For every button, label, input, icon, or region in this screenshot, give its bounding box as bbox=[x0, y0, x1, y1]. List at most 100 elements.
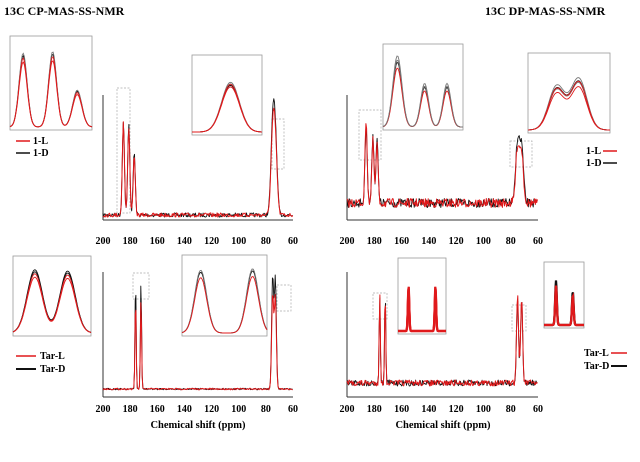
cp-tar-inset-traces bbox=[12, 269, 92, 333]
cp-1-inset-ch-trace bbox=[192, 86, 262, 133]
dp-tar-tick-label: 200 bbox=[340, 404, 355, 415]
cp-1-tick-label: 60 bbox=[288, 236, 298, 247]
legend-label-1-D: 1-D bbox=[33, 148, 49, 159]
dp-tar-inset-ch-trace bbox=[544, 290, 584, 327]
cp-1-peak-box bbox=[271, 118, 285, 170]
dp-1-inset-ch-traces bbox=[528, 77, 611, 131]
cp-tar-tick-label: 140 bbox=[177, 404, 192, 415]
dp-1-inset-carbonyl bbox=[382, 43, 464, 131]
cp-tar-tick-label: 80 bbox=[261, 404, 271, 415]
dp-tar-inset-ch bbox=[543, 261, 585, 329]
dp-tar-tick-label: 160 bbox=[394, 404, 409, 415]
dp-tar-plot: 200 180 160 140 120 100 80 60 bbox=[340, 292, 543, 415]
cp-1-tick-label: 80 bbox=[261, 236, 271, 247]
cp-1-tick-label: 180 bbox=[123, 236, 138, 247]
legend-label-1-L: 1-L bbox=[586, 146, 601, 157]
dp-tar-legend: Tar-L Tar-D bbox=[584, 348, 627, 372]
cp-tar-tick-label: 160 bbox=[150, 404, 165, 415]
dp-tar-inset-carbonyl bbox=[397, 257, 447, 335]
cp-1-tick-label: 200 bbox=[96, 236, 111, 247]
dp-tar-series-Tar-L bbox=[346, 294, 538, 387]
cp-1-tick-label: 140 bbox=[177, 236, 192, 247]
cp-tar-tick-label: 200 bbox=[96, 404, 111, 415]
dp-tar-inset-traces bbox=[398, 286, 446, 333]
cp-1-inset-trace bbox=[9, 60, 93, 128]
dp-1-tick-label: 60 bbox=[533, 236, 543, 247]
cp-tar-inset-trace bbox=[12, 269, 92, 333]
dp-1-peak-box bbox=[358, 109, 382, 161]
legend-label-1-D: 1-D bbox=[586, 158, 602, 169]
cp-1-inset-ch bbox=[191, 54, 263, 136]
cp-1-legend: 1-L 1-D bbox=[16, 136, 49, 159]
dp-tar-tick-label: 120 bbox=[449, 404, 464, 415]
dp-1-tick-label: 120 bbox=[449, 236, 464, 247]
dp-tar-series-Tar-D bbox=[346, 297, 538, 387]
cp-tar-tick-label: 120 bbox=[204, 404, 219, 415]
dp-1-series-1-L bbox=[346, 123, 538, 208]
dp-1-inset-ch-trace bbox=[528, 80, 610, 131]
cp-1-inset-traces bbox=[9, 51, 93, 128]
cp-tar-inset-trace bbox=[12, 271, 92, 333]
cp-title: 13C CP-MAS-SS-NMR bbox=[4, 4, 125, 18]
cp-tar-xlabel: Chemical shift (ppm) bbox=[150, 420, 246, 431]
cp-1-inset-ch-trace bbox=[192, 84, 262, 133]
cp-tar-inset-ch-trace bbox=[181, 270, 268, 334]
dp-tar-tick-label: 60 bbox=[533, 404, 543, 415]
dp-1-inset-ch bbox=[527, 52, 611, 134]
cp-tar-plot: 200 180 160 140 120 100 80 60 bbox=[96, 272, 298, 415]
dp-tar-inset-ch-traces bbox=[544, 280, 584, 327]
cp-1-inset-trace bbox=[9, 51, 93, 128]
dp-1-tick-label: 80 bbox=[506, 236, 516, 247]
dp-1-inset-trace bbox=[382, 67, 463, 128]
dp-1-inset-ch-trace bbox=[528, 81, 610, 131]
cp-tar-inset-carbonyl bbox=[12, 255, 92, 337]
dp-1-legend: 1-L 1-D bbox=[586, 146, 617, 169]
legend-label-Tar-D: Tar-D bbox=[584, 361, 609, 372]
cp-1-inset-carbonyl bbox=[9, 35, 93, 131]
cp-tar-series-Tar-L bbox=[102, 294, 293, 391]
dp-tar-inset-trace bbox=[398, 289, 446, 333]
dp-1-plot: 200 180 160 140 120 100 80 60 bbox=[340, 109, 543, 247]
cp-1-tick-label: 160 bbox=[150, 236, 165, 247]
cp-1-tick-label: 120 bbox=[204, 236, 219, 247]
dp-tar-tick-label: 100 bbox=[476, 404, 491, 415]
cp-tar-inset-ch bbox=[181, 254, 268, 337]
dp-tar-inset-trace bbox=[398, 286, 446, 333]
cp-1-tick-label: 100 bbox=[231, 236, 246, 247]
dp-tar-inset-ch-trace bbox=[544, 280, 584, 327]
cp-1-series-1-D bbox=[102, 98, 293, 218]
legend-label-Tar-L: Tar-L bbox=[584, 348, 609, 359]
dp-title: 13C DP-MAS-SS-NMR bbox=[485, 4, 606, 18]
legend-label-1-L: 1-L bbox=[33, 136, 48, 147]
charts-layer: 200 180 160 140 120 100 80 60 200 180 160 140 120 100… bbox=[9, 51, 611, 415]
dp-1-inset-trace bbox=[382, 55, 463, 128]
cp-tar-tick-label: 180 bbox=[123, 404, 138, 415]
dp-tar-xlabel: Chemical shift (ppm) bbox=[395, 420, 491, 431]
dp-1-inset-ch-trace bbox=[528, 77, 611, 131]
cp-tar-inset-ch-trace bbox=[181, 276, 268, 334]
cp-1-inset-trace bbox=[9, 56, 93, 128]
cp-1-plot: 200 180 160 140 120 100 80 60 bbox=[96, 87, 298, 247]
cp-tar-series-Tar-D bbox=[102, 274, 293, 391]
cp-tar-tick-label: 60 bbox=[288, 404, 298, 415]
dp-1-tick-label: 100 bbox=[476, 236, 491, 247]
dp-tar-tick-label: 140 bbox=[421, 404, 436, 415]
cp-1-inset-ch-traces bbox=[192, 81, 262, 133]
dp-tar-tick-label: 80 bbox=[506, 404, 516, 415]
dp-1-tick-label: 140 bbox=[421, 236, 436, 247]
legend-label-Tar-D: Tar-D bbox=[40, 364, 65, 375]
cp-1-series-1-L bbox=[102, 107, 294, 218]
dp-tar-inset-trace bbox=[398, 291, 446, 333]
dp-tar-peak-box bbox=[511, 304, 527, 332]
dp-1-inset-ch-trace bbox=[528, 80, 610, 131]
dp-tar-inset-ch-trace bbox=[544, 285, 584, 327]
dp-1-tick-label: 180 bbox=[367, 236, 382, 247]
legend-label-Tar-L: Tar-L bbox=[40, 351, 65, 362]
dp-1-peak-box bbox=[509, 140, 533, 168]
dp-1-inset-traces bbox=[382, 55, 463, 128]
dp-tar-tick-label: 180 bbox=[367, 404, 382, 415]
cp-tar-inset-trace bbox=[12, 273, 92, 333]
cp-tar-inset-ch-traces bbox=[181, 268, 268, 334]
cp-tar-legend: Tar-L Tar-D bbox=[16, 351, 65, 375]
